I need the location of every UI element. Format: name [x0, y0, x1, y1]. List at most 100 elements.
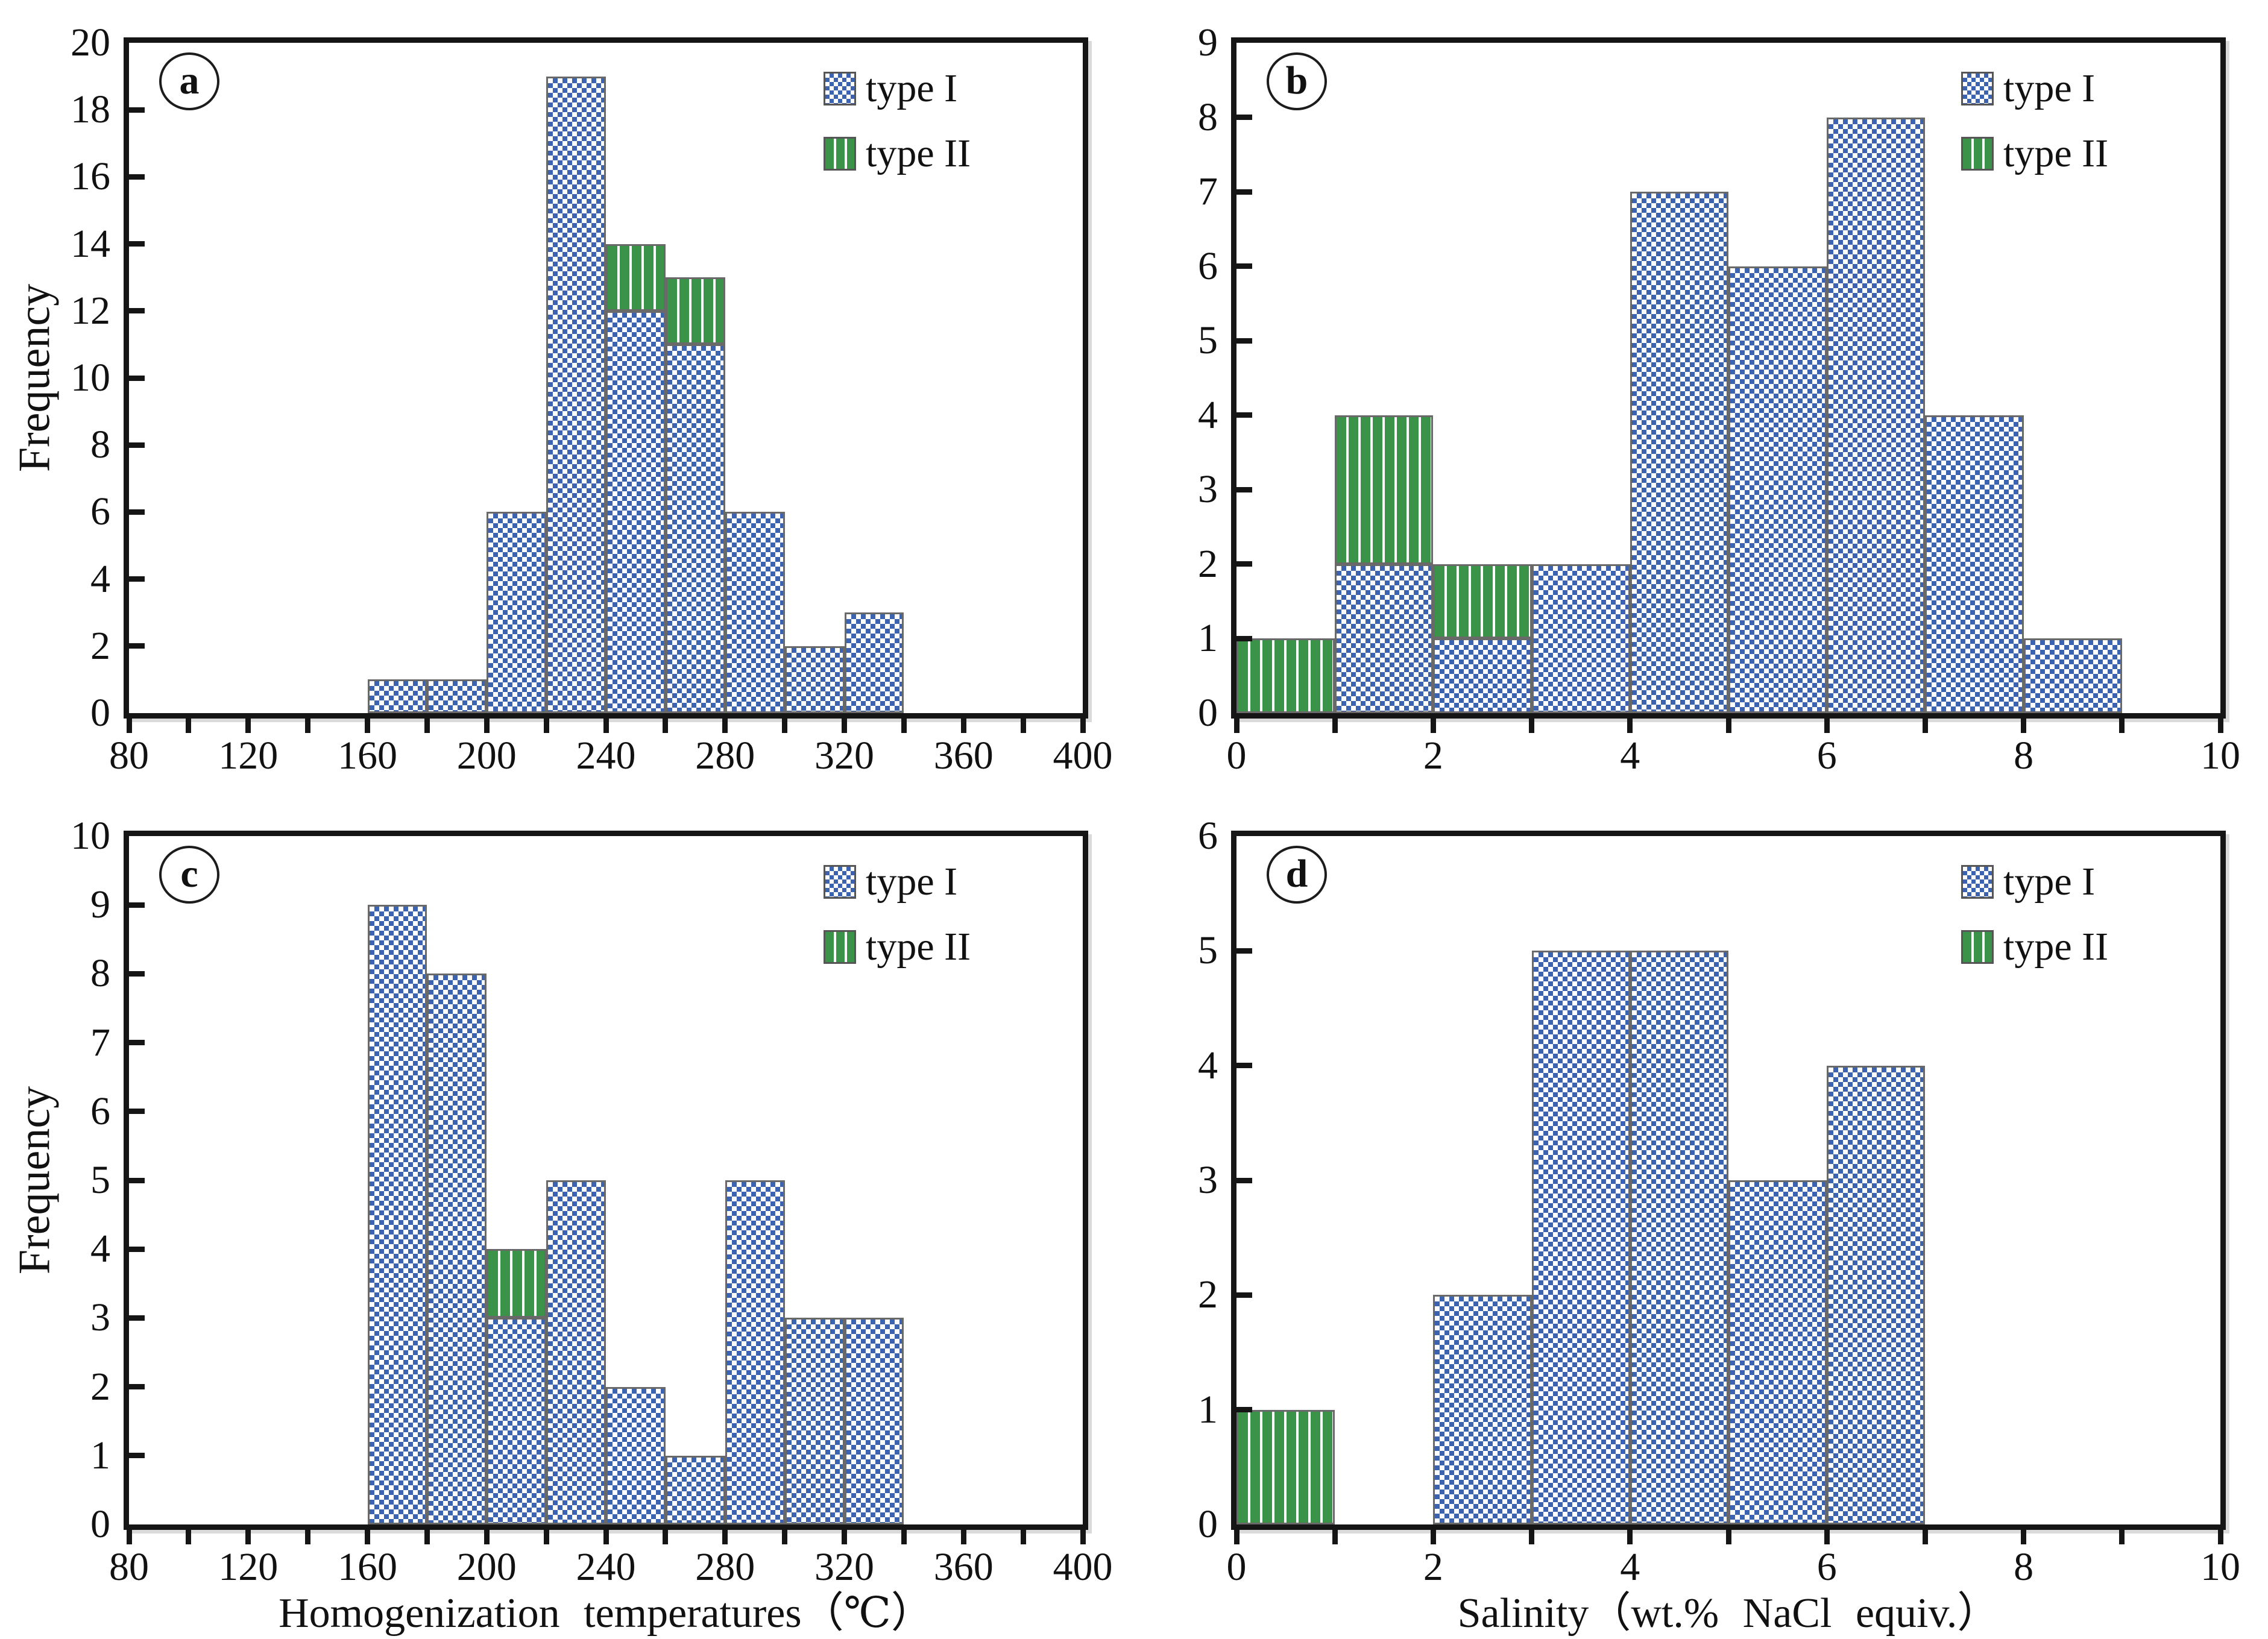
y-tick-label: 0 — [90, 1502, 110, 1546]
y-tick — [1236, 635, 1252, 641]
x-tick — [960, 719, 966, 733]
x-tick-label: 160 — [338, 1545, 397, 1589]
y-tick — [129, 1453, 145, 1459]
y-tick — [1236, 948, 1252, 954]
panel-letter: d — [1285, 852, 1308, 896]
y-axis-title: Frequency — [10, 1086, 60, 1275]
histogram-bar-type1 — [546, 1180, 606, 1524]
y-tick-label: 0 — [1198, 1502, 1218, 1546]
legend: type I type II — [1961, 836, 2220, 975]
panel-a: a type I type II 80 120 160 200 240 280 320 360… — [0, 0, 1134, 820]
y-tick-label: 10 — [71, 814, 110, 858]
legend-swatch-type1 — [824, 865, 856, 899]
x-tick — [2119, 719, 2125, 733]
y-tick — [129, 643, 145, 649]
y-tick-label: 6 — [1198, 244, 1218, 288]
x-tick — [1430, 719, 1436, 733]
x-tick-label: 10 — [2200, 1545, 2240, 1589]
y-tick-label: 2 — [1198, 1273, 1218, 1317]
y-tick — [1236, 1177, 1252, 1183]
legend-swatch-type1 — [824, 72, 856, 105]
histogram-bar-type1 — [665, 1455, 725, 1524]
legend-swatch-type1 — [1961, 72, 1994, 105]
histogram-bar-type1 — [784, 1318, 845, 1524]
x-tick-label: 0 — [1226, 734, 1247, 778]
x-tick — [543, 1530, 549, 1544]
y-tick-label: 2 — [90, 1364, 110, 1409]
legend-swatch-type2 — [824, 137, 856, 171]
legend-label-type2: type II — [866, 925, 971, 969]
panel-letter: b — [1285, 58, 1308, 102]
legend-label-type2: type II — [2003, 925, 2109, 969]
x-tick — [1529, 719, 1535, 733]
x-tick — [2021, 719, 2027, 733]
x-tick — [186, 1530, 192, 1544]
y-tick-label: 9 — [90, 882, 110, 927]
y-tick — [129, 1315, 145, 1321]
x-tick — [782, 1530, 788, 1544]
y-tick — [1236, 338, 1252, 344]
y-tick — [1236, 263, 1252, 269]
x-tick — [305, 719, 311, 733]
x-tick-label: 0 — [1226, 1545, 1247, 1589]
y-tick — [129, 107, 145, 113]
x-tick — [424, 1530, 430, 1544]
histogram-bar-type1 — [546, 76, 606, 713]
y-tick-label: 2 — [90, 623, 110, 668]
histogram-bar-type1 — [1630, 192, 1728, 713]
x-tick — [842, 1530, 847, 1544]
x-tick — [186, 719, 192, 733]
y-tick — [1236, 1407, 1252, 1413]
x-tick — [663, 719, 669, 733]
y-tick — [129, 1177, 145, 1183]
y-tick-label: 8 — [1198, 95, 1218, 139]
y-tick-label: 1 — [1198, 1387, 1218, 1432]
y-tick — [1236, 1063, 1252, 1069]
x-tick — [1824, 1530, 1830, 1544]
plot-area-c: c type I type II — [124, 831, 1088, 1530]
x-tick-label: 8 — [2014, 1545, 2034, 1589]
histogram-bar-type1 — [1728, 1180, 1827, 1524]
x-tick-label: 320 — [814, 1545, 874, 1589]
x-tick-label: 6 — [1816, 1545, 1837, 1589]
y-tick — [129, 1109, 145, 1115]
x-tick-label: 80 — [109, 1545, 149, 1589]
histogram-bar-type1 — [487, 1318, 547, 1524]
y-tick-label: 2 — [1198, 541, 1218, 586]
histogram-bar-type2 — [1433, 564, 1532, 639]
x-tick — [1725, 1530, 1731, 1544]
histogram-bar-type1 — [1531, 564, 1630, 713]
y-tick-label: 4 — [90, 1227, 110, 1271]
y-tick — [1236, 115, 1252, 121]
y-tick — [1236, 412, 1252, 418]
x-tick-label: 2 — [1423, 734, 1443, 778]
x-tick — [126, 719, 132, 733]
x-tick-label: 10 — [2200, 734, 2240, 778]
histogram-bar-type1 — [1531, 951, 1630, 1524]
y-tick-label: 6 — [90, 489, 110, 534]
legend-label-type1: type I — [2003, 860, 2096, 904]
histogram-bar-type1 — [1433, 638, 1532, 713]
plot-area-d: d type I type II — [1231, 831, 2226, 1530]
histogram-bar-type1 — [1827, 1065, 1926, 1524]
histogram-bar-type1 — [1925, 415, 2024, 713]
y-tick-label: 7 — [90, 1020, 110, 1065]
y-tick-label: 6 — [90, 1089, 110, 1133]
x-tick-label: 240 — [576, 734, 636, 778]
histogram-bar-type1 — [665, 344, 725, 713]
y-tick-label: 8 — [90, 951, 110, 996]
x-tick — [901, 719, 907, 733]
panel-letter: c — [180, 852, 198, 896]
panel-letter-badge: c — [159, 846, 219, 904]
y-tick-label: 16 — [71, 154, 110, 199]
histogram-bar-type1 — [367, 679, 427, 713]
legend-label-type1: type I — [866, 860, 958, 904]
y-tick-label: 14 — [71, 221, 110, 266]
y-tick — [129, 1246, 145, 1252]
y-tick-label: 5 — [1198, 318, 1218, 363]
panel-c: c type I type II 80 120 160 200 240 280 320 360… — [0, 814, 1134, 1639]
plot-area-a: a type I type II — [124, 37, 1088, 719]
x-tick — [603, 1530, 609, 1544]
y-tick — [129, 971, 145, 977]
y-tick-label: 5 — [90, 1158, 110, 1202]
